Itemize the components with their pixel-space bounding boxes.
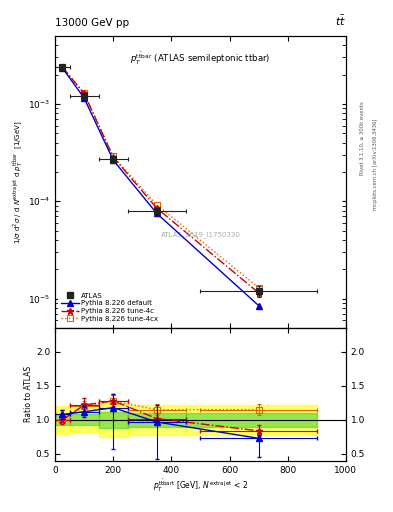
Y-axis label: 1/$\sigma$ d$^2\sigma$ / d $N^{\mathrm{extra\,jet}}$ d $p_T^{\mathrm{t\bar{t}bar: 1/$\sigma$ d$^2\sigma$ / d $N^{\mathrm{e…: [12, 120, 25, 244]
Text: mcplots.cern.ch [arXiv:1306.3436]: mcplots.cern.ch [arXiv:1306.3436]: [373, 118, 378, 209]
X-axis label: $p_T^{\mathrm{t\bar{t}bar{t}}}$ [GeV], $N^{\mathrm{extra\,jet}}$ < 2: $p_T^{\mathrm{t\bar{t}bar{t}}}$ [GeV], $…: [153, 477, 248, 494]
Text: Rivet 3.1.10, ≥ 300k events: Rivet 3.1.10, ≥ 300k events: [360, 101, 365, 175]
Text: ATLAS_2019_I1750330: ATLAS_2019_I1750330: [160, 231, 241, 238]
Text: 13000 GeV pp: 13000 GeV pp: [55, 18, 129, 28]
Text: $t\bar{t}$: $t\bar{t}$: [335, 14, 346, 28]
Y-axis label: Ratio to ATLAS: Ratio to ATLAS: [24, 367, 33, 422]
Text: $p_T^{\mathrm{t\bar{t}bar}}$ (ATLAS semileptonic ttbar): $p_T^{\mathrm{t\bar{t}bar}}$ (ATLAS semi…: [130, 51, 271, 67]
Legend: ATLAS, Pythia 8.226 default, Pythia 8.226 tune-4c, Pythia 8.226 tune-4cx: ATLAS, Pythia 8.226 default, Pythia 8.22…: [59, 290, 161, 325]
